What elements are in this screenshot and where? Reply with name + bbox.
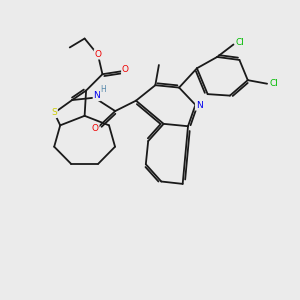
Text: N: N xyxy=(93,92,100,100)
Text: S: S xyxy=(51,108,57,117)
Text: O: O xyxy=(94,50,101,59)
Text: H: H xyxy=(100,85,106,94)
Text: Cl: Cl xyxy=(269,79,278,88)
Text: O: O xyxy=(122,65,129,74)
Text: O: O xyxy=(92,124,99,134)
Text: N: N xyxy=(196,101,202,110)
Text: Cl: Cl xyxy=(236,38,244,46)
